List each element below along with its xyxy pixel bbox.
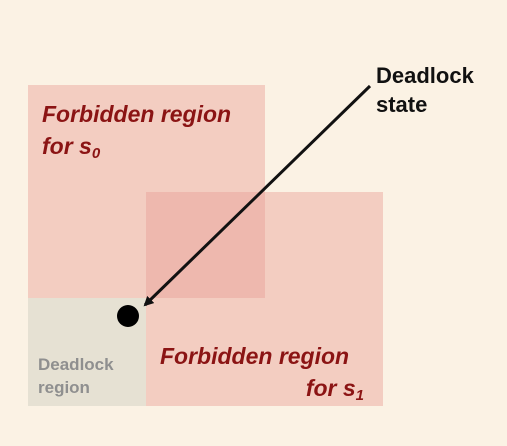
forbidden-region-s0-label: Forbidden region for s0: [42, 98, 231, 162]
forbidden-s1-subscript: 1: [355, 387, 364, 404]
forbidden-s0-for: for s: [42, 133, 92, 159]
forbidden-region-s1-label: Forbidden region for s1: [160, 340, 364, 404]
deadlock-region-line2: region: [38, 378, 90, 397]
deadlock-state-line2: state: [376, 92, 428, 117]
deadlock-region-label: Deadlock region: [38, 353, 114, 399]
forbidden-s0-line2: for s0: [42, 130, 231, 162]
deadlock-state-label: Deadlock state: [376, 61, 474, 119]
forbidden-region-s1: [146, 192, 383, 406]
forbidden-region-s0: [28, 85, 265, 298]
deadlock-arrow: [143, 84, 372, 307]
forbidden-s1-line2: for s1: [160, 372, 364, 404]
forbidden-s1-line1: Forbidden region: [160, 343, 350, 369]
forbidden-s1-for: for s: [305, 375, 356, 401]
deadlock-state-line1: Deadlock: [376, 63, 474, 88]
deadlock-region-line1: Deadlock: [38, 355, 114, 374]
deadlock-state-dot: [117, 305, 139, 327]
forbidden-s0-subscript: 0: [91, 145, 101, 162]
forbidden-s0-line1: Forbidden region: [42, 101, 232, 127]
